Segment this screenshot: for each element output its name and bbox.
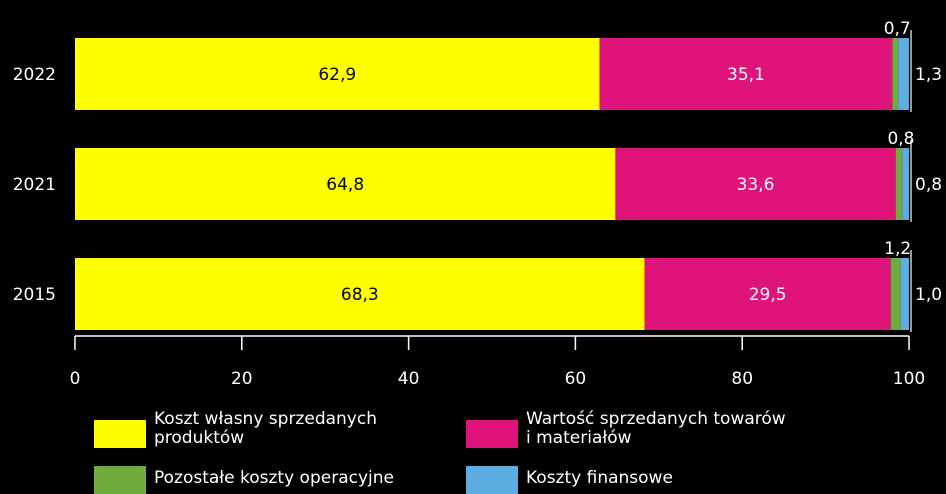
legend-item-pozostale-koszty: Pozostałe koszty operacyjne [94, 460, 394, 494]
data-label: 1,0 [915, 285, 942, 305]
bar-segment [890, 258, 901, 330]
data-label: 0,7 [884, 19, 911, 39]
category-label: 2021 [13, 175, 56, 195]
bar-segment [900, 258, 909, 330]
legend-label-line: Pozostałe koszty operacyjne [154, 468, 394, 488]
x-tick-label: 80 [731, 369, 753, 389]
data-label: 1,3 [915, 65, 942, 85]
legend-label-line: produktów [154, 428, 245, 448]
legend-swatch [466, 420, 518, 448]
legend-item-wartosc-towarow: Wartość sprzedanych towarów i materiałów [466, 410, 786, 448]
x-tick-label: 40 [398, 369, 420, 389]
data-label: 0,8 [915, 175, 942, 195]
data-label: 29,5 [749, 285, 787, 305]
bar-segment [75, 38, 600, 110]
legend: Koszt własny sprzedanych produktów Warto… [0, 410, 946, 494]
data-label: 33,6 [737, 175, 775, 195]
legend-swatch [94, 466, 146, 494]
x-tick-label: 0 [70, 369, 81, 389]
bar-segment [898, 38, 909, 110]
legend-swatch [466, 466, 518, 494]
legend-label-line: Koszty finansowe [526, 468, 673, 488]
legend-swatch [94, 420, 146, 448]
bar-segment [75, 148, 616, 220]
data-label: 62,9 [318, 65, 356, 85]
data-label: 64,8 [326, 175, 364, 195]
x-tick-label: 20 [231, 369, 253, 389]
legend-label-line: Koszt własny sprzedanych [154, 409, 377, 429]
bar-segment [895, 148, 903, 220]
legend-label-line: Wartość sprzedanych towarów [526, 409, 786, 429]
legend-label: Wartość sprzedanych towarów i materiałów [526, 410, 786, 448]
data-label: 1,2 [884, 239, 911, 259]
bar-segment [644, 258, 891, 330]
x-tick-label: 60 [565, 369, 587, 389]
category-label: 2022 [13, 65, 56, 85]
data-label: 0,8 [887, 129, 914, 149]
data-label: 35,1 [727, 65, 765, 85]
legend-item-koszty-finansowe: Koszty finansowe [466, 460, 673, 494]
bar-segment [902, 148, 909, 220]
data-label: 68,3 [341, 285, 379, 305]
legend-label: Pozostałe koszty operacyjne [154, 469, 394, 488]
legend-label-line: i materiałów [526, 428, 632, 448]
bar-segment [75, 258, 645, 330]
legend-label: Koszty finansowe [526, 469, 673, 488]
x-tick-label: 100 [893, 369, 925, 389]
bar-segment [599, 38, 893, 110]
category-label: 2015 [13, 285, 56, 305]
legend-item-koszt-wlasny: Koszt własny sprzedanych produktów [94, 410, 377, 448]
bar-segment [892, 38, 899, 110]
bar-segment [615, 148, 896, 220]
legend-label: Koszt własny sprzedanych produktów [154, 410, 377, 448]
